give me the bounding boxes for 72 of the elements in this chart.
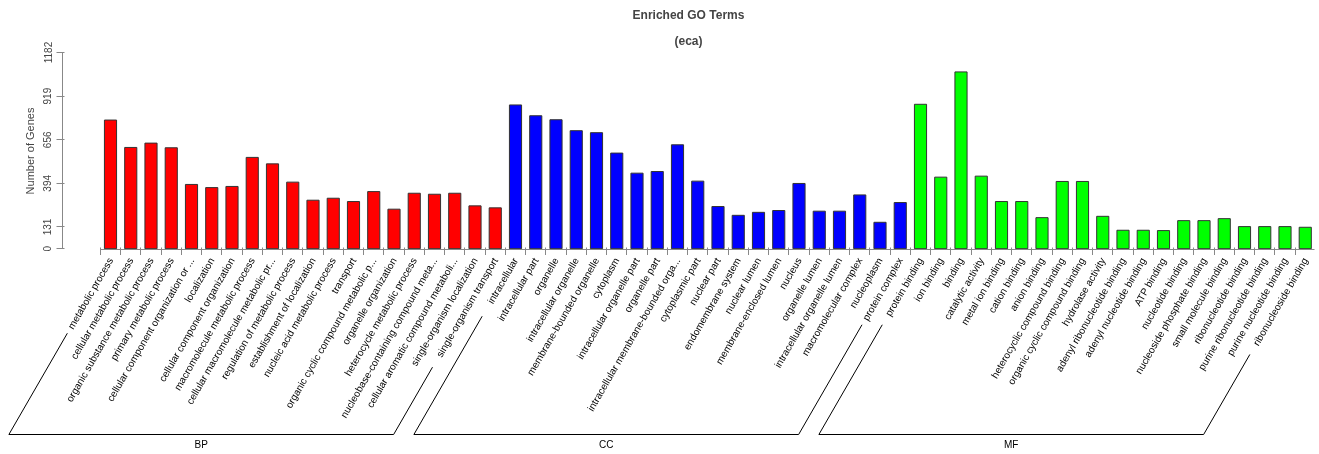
bar	[346, 201, 361, 250]
bar	[387, 208, 401, 250]
bar	[1136, 229, 1150, 250]
bar	[407, 192, 421, 250]
bar	[1197, 220, 1211, 250]
bar	[569, 130, 583, 250]
bar	[144, 142, 158, 250]
bar	[853, 194, 867, 250]
bar	[772, 210, 786, 250]
bar	[427, 193, 442, 250]
y-tick-label: 131	[42, 218, 54, 236]
bar	[326, 197, 340, 250]
bar	[1055, 180, 1069, 250]
bar	[1177, 220, 1191, 250]
bar	[589, 132, 604, 250]
chart-title: Enriched GO Terms	[632, 7, 745, 22]
bar	[1298, 226, 1312, 250]
bar	[650, 171, 664, 250]
bar	[286, 181, 300, 250]
y-tick-label: 919	[42, 87, 54, 105]
bar	[184, 183, 199, 250]
bar	[670, 144, 685, 250]
text: MF	[1004, 438, 1019, 450]
y-axis-title: Number of Genes	[23, 107, 36, 195]
bar	[873, 221, 887, 250]
bar	[1278, 226, 1292, 250]
bar	[124, 146, 138, 250]
bar	[488, 207, 502, 250]
bar	[832, 210, 847, 250]
y-tick-label: 394	[42, 174, 54, 192]
bar	[1075, 180, 1090, 250]
text: BP	[194, 438, 209, 450]
bar	[974, 175, 988, 250]
bar	[1237, 226, 1252, 250]
bar	[164, 147, 178, 250]
bar	[367, 191, 381, 250]
bar	[610, 152, 624, 250]
bar	[751, 211, 766, 250]
bar	[711, 206, 725, 250]
bar	[1258, 226, 1272, 250]
bar	[1035, 217, 1049, 250]
bar	[468, 205, 482, 250]
bar	[913, 103, 928, 250]
bar	[934, 176, 948, 250]
bar	[205, 187, 219, 250]
bar	[893, 202, 907, 250]
y-tick-label: 656	[42, 131, 54, 149]
bar	[225, 185, 239, 250]
bar	[994, 201, 1009, 250]
bar	[1015, 201, 1029, 250]
bar	[812, 210, 826, 250]
bar	[1096, 215, 1110, 250]
bar	[954, 71, 968, 250]
bar	[245, 156, 259, 250]
chart-subtitle: (eca)	[674, 33, 703, 48]
bar	[792, 182, 806, 250]
bar	[1217, 218, 1231, 250]
bar	[508, 104, 523, 250]
bar	[691, 180, 705, 250]
text: CC	[599, 438, 614, 450]
bar	[549, 119, 563, 250]
y-tick-label: 0	[42, 245, 54, 252]
bar	[529, 115, 543, 250]
y-tick-label: 1182	[42, 41, 54, 64]
bar	[306, 199, 320, 250]
bar	[265, 163, 280, 250]
bar	[630, 172, 644, 250]
bar	[1156, 230, 1171, 250]
bar	[731, 214, 745, 250]
bar	[1116, 229, 1130, 250]
bar	[103, 119, 118, 250]
bar	[448, 192, 462, 250]
